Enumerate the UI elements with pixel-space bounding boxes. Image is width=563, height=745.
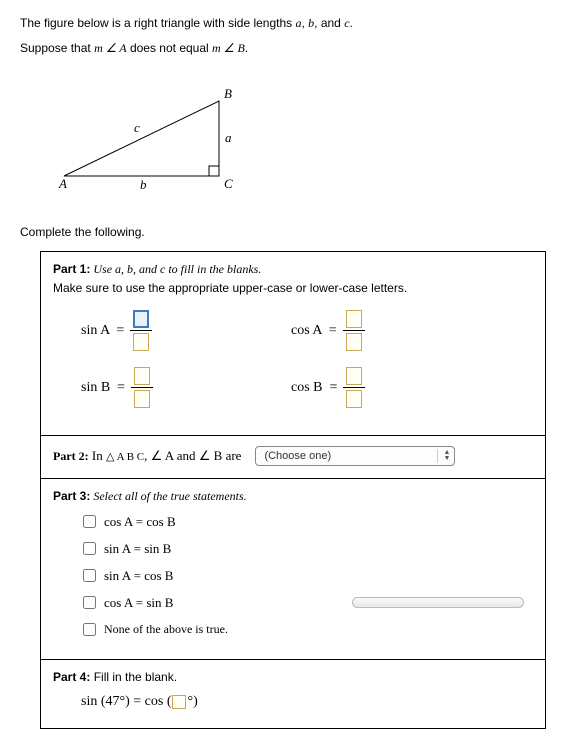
- checkbox-2[interactable]: [83, 542, 96, 555]
- sin-b-denominator[interactable]: [134, 390, 150, 408]
- select-placeholder: (Choose one): [264, 450, 331, 462]
- part-3: Part 3: Select all of the true statement…: [41, 479, 545, 660]
- part4-blank[interactable]: [172, 695, 186, 709]
- vertex-a: A: [58, 176, 67, 191]
- sin-a-label: sin A =: [81, 323, 124, 339]
- intro-line2-pre: Suppose that: [20, 41, 94, 55]
- statement-1[interactable]: cos A = cos B: [79, 512, 533, 531]
- checkbox-1[interactable]: [83, 515, 96, 528]
- angle-a: m ∠ A: [94, 41, 127, 55]
- part1-title-strong: Part 1:: [53, 262, 90, 276]
- complete-heading: Complete the following.: [20, 225, 543, 239]
- sin-a-numerator[interactable]: [133, 310, 149, 328]
- triangle-shape: [64, 101, 219, 176]
- part-1: Part 1: Use a, b, and c to fill in the b…: [41, 252, 545, 436]
- statement-3[interactable]: sin A = cos B: [79, 566, 533, 585]
- cos-b-fraction[interactable]: [343, 366, 365, 409]
- side-a: a: [225, 130, 232, 145]
- cos-a-label: cos A =: [291, 323, 337, 339]
- statement-5[interactable]: None of the above is true.: [79, 620, 533, 639]
- side-b: b: [140, 177, 147, 192]
- answer-box: Part 1: Use a, b, and c to fill in the b…: [40, 251, 546, 729]
- part2-text: , ∠ A and ∠ B are: [144, 448, 241, 463]
- intro-line1-pre: The figure below is a right triangle wit…: [20, 16, 295, 30]
- part4-title-rest: Fill in the blank.: [90, 670, 177, 684]
- cos-a-denominator[interactable]: [346, 333, 362, 351]
- select-stepper-icon: ▲▼: [437, 449, 451, 463]
- part2-title-strong: Part 2:: [53, 449, 89, 463]
- relation-select[interactable]: (Choose one) ▲▼: [255, 446, 455, 466]
- part3-title-rest: Select all of the true statements.: [90, 489, 246, 503]
- cos-b-denominator[interactable]: [346, 390, 362, 408]
- triangle-symbol: △ A B C: [106, 451, 144, 463]
- angle-b: m ∠ B: [212, 41, 245, 55]
- vertex-c: C: [224, 176, 233, 191]
- vertex-b: B: [224, 86, 232, 101]
- cos-b-numerator[interactable]: [346, 367, 362, 385]
- sin-a-denominator[interactable]: [133, 333, 149, 351]
- part1-title-rest: Use a, b, and c to fill in the blanks.: [90, 262, 261, 276]
- part-4: Part 4: Fill in the blank. sin (47°) = c…: [41, 660, 545, 728]
- triangle-figure: A B C a b c: [54, 86, 543, 199]
- horizontal-scrollbar[interactable]: [352, 597, 524, 608]
- sin-b-fraction[interactable]: [131, 366, 153, 409]
- checkbox-3[interactable]: [83, 569, 96, 582]
- part-2: Part 2: In △ A B C, ∠ A and ∠ B are (Cho…: [41, 436, 545, 479]
- part4-deg: °): [187, 694, 197, 710]
- side-c: c: [134, 120, 140, 135]
- checkbox-5[interactable]: [83, 623, 96, 636]
- cos-a-numerator[interactable]: [346, 310, 362, 328]
- statement-2[interactable]: sin A = sin B: [79, 539, 533, 558]
- intro-text: The figure below is a right triangle wit…: [20, 16, 543, 56]
- checkbox-4[interactable]: [83, 596, 96, 609]
- right-angle-marker: [209, 166, 219, 176]
- part3-title-strong: Part 3:: [53, 489, 90, 503]
- part4-title-strong: Part 4:: [53, 670, 90, 684]
- sin-a-fraction[interactable]: [130, 309, 152, 352]
- sin-b-numerator[interactable]: [134, 367, 150, 385]
- sin-b-label: sin B =: [81, 380, 125, 396]
- part4-lhs: sin (47°) = cos (: [81, 694, 171, 710]
- cos-b-label: cos B =: [291, 380, 337, 396]
- part1-note: Make sure to use the appropriate upper-c…: [53, 281, 533, 295]
- cos-a-fraction[interactable]: [343, 309, 365, 352]
